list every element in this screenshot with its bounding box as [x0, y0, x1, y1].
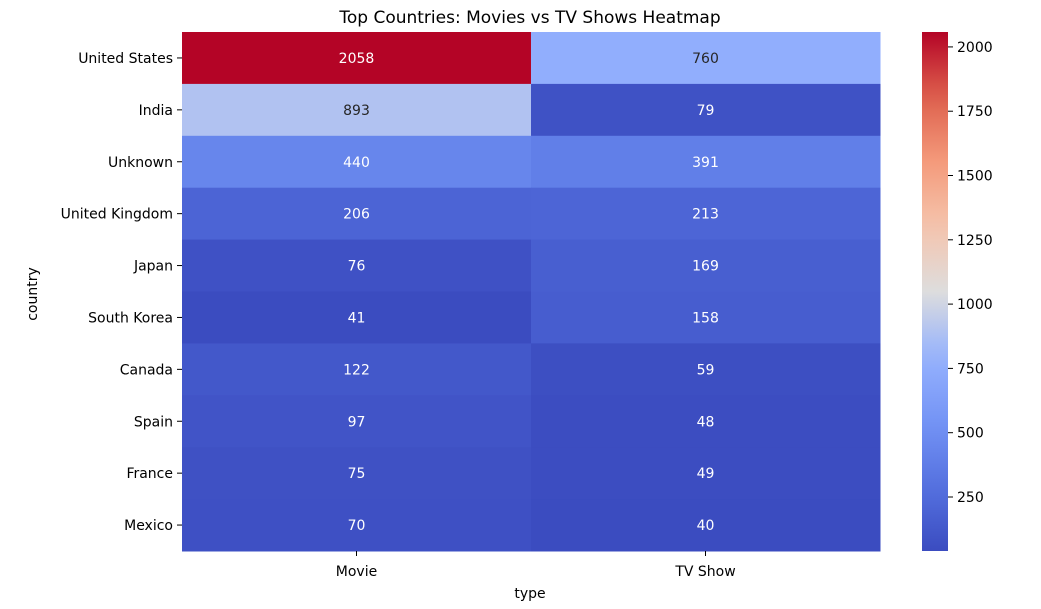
x-axis: Movie TV Show	[336, 551, 736, 580]
y-tick-label: United Kingdom	[61, 207, 173, 223]
y-tick-label: Canada	[120, 362, 173, 378]
heatmap-cell	[531, 239, 881, 292]
heatmap-cell	[531, 135, 881, 189]
heatmap-cell	[531, 499, 881, 552]
heatmap-cell	[531, 343, 881, 396]
cell-value-label: 76	[348, 259, 366, 275]
heatmap-cell	[182, 447, 532, 500]
heatmap-cell	[182, 135, 532, 189]
cell-value-label: 158	[692, 310, 719, 326]
cell-value-label: 440	[343, 155, 370, 171]
x-tick-label: TV Show	[674, 564, 735, 580]
heatmap-cell	[531, 395, 881, 448]
chart-title: Top Countries: Movies vs TV Shows Heatma…	[338, 8, 720, 28]
heatmap-cell	[182, 32, 532, 85]
colorbar-tick-label: 1750	[957, 104, 993, 120]
y-tick-label: Spain	[134, 414, 173, 430]
cell-value-label: 97	[348, 414, 366, 430]
y-axis-label: country	[25, 267, 41, 321]
cell-value-label: 70	[348, 518, 366, 534]
y-tick-label: United States	[78, 51, 173, 67]
cell-value-label: 40	[697, 518, 715, 534]
cell-value-label: 59	[697, 362, 715, 378]
heatmap-cell	[531, 447, 881, 500]
x-axis-label: type	[514, 586, 545, 602]
colorbar-tick-label: 500	[957, 426, 984, 442]
heatmap-cell	[182, 83, 532, 137]
colorbar-tick-label: 2000	[957, 40, 993, 56]
y-tick-label: France	[126, 466, 173, 482]
cell-value-label: 760	[692, 51, 719, 67]
y-tick-label: Japan	[133, 259, 173, 275]
cell-value-label: 893	[343, 103, 370, 119]
colorbar-ticks: 250 500 750 1000 1250 1500 1750 2000	[948, 40, 993, 506]
heatmap-cell	[182, 187, 532, 241]
cell-value-label: 49	[697, 466, 715, 482]
cell-value-label: 169	[692, 259, 719, 275]
cell-value-label: 2058	[339, 51, 375, 67]
cell-value-label: 48	[697, 414, 715, 430]
colorbar	[922, 32, 948, 551]
colorbar-tick-label: 750	[957, 361, 984, 377]
x-tick-label: Movie	[336, 564, 377, 580]
y-tick-label: India	[139, 103, 173, 119]
y-tick-label: South Korea	[88, 310, 173, 326]
heatmap-cell	[182, 291, 532, 344]
colorbar-tick-label: 1500	[957, 169, 993, 185]
y-tick-label: Unknown	[108, 155, 173, 171]
cell-value-label: 79	[697, 103, 715, 119]
heatmap-cell	[182, 499, 532, 552]
heatmap-cell	[182, 343, 532, 396]
heatmap-cell	[531, 291, 881, 344]
cell-value-label: 391	[692, 155, 719, 171]
cell-value-label: 206	[343, 207, 370, 223]
cell-value-label: 75	[348, 466, 366, 482]
y-axis: United States India Unknown United Kingdom J…	[61, 51, 182, 534]
y-tick-label: Mexico	[124, 518, 173, 534]
heatmap-cells	[182, 32, 881, 552]
colorbar-tick-label: 1000	[957, 297, 993, 313]
heatmap-cell	[531, 32, 881, 85]
colorbar-tick-label: 250	[957, 490, 984, 506]
colorbar-tick-label: 1250	[957, 233, 993, 249]
cell-value-label: 122	[343, 362, 370, 378]
cell-value-label: 213	[692, 207, 719, 223]
heatmap-cell	[182, 239, 532, 292]
heatmap-annotations: 2058 760 893 79 440 391 206 213 76 169 41 158 122 59 9…	[339, 51, 719, 534]
heatmap-cell	[182, 395, 532, 448]
heatmap-cell	[531, 187, 881, 241]
heatmap-cell	[531, 83, 881, 137]
cell-value-label: 41	[348, 310, 366, 326]
